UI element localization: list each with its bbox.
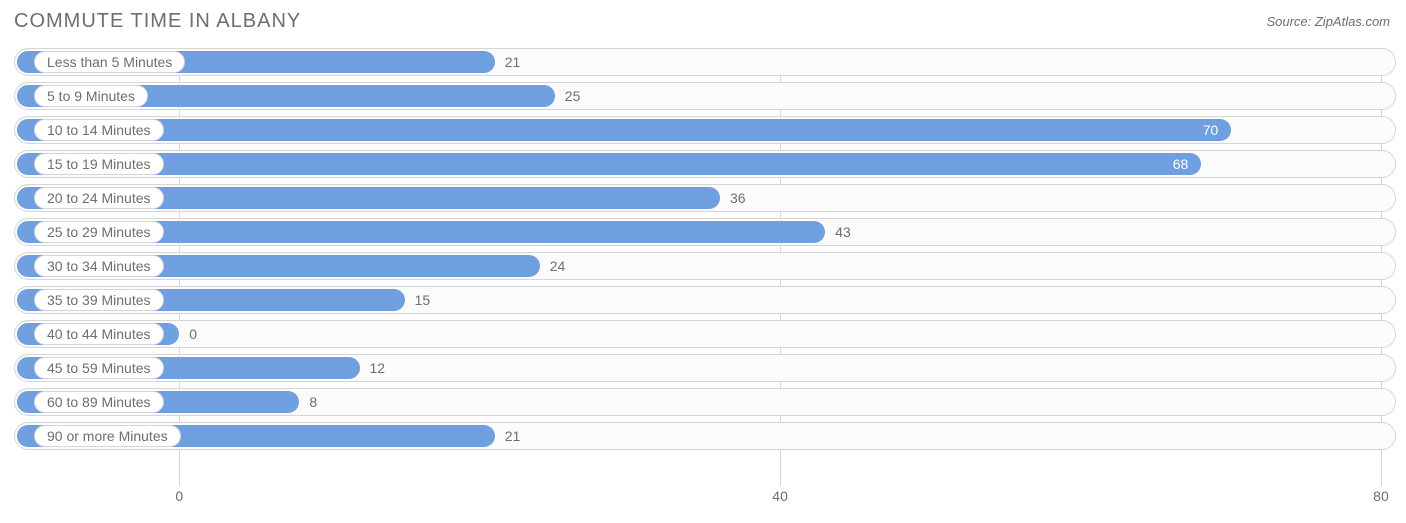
- value-label: 70: [1203, 116, 1219, 144]
- bar-row: 10 to 14 Minutes 70: [14, 116, 1396, 144]
- value-label: 21: [505, 48, 521, 76]
- bar-row: 90 or more Minutes 21: [14, 422, 1396, 450]
- chart-source: Source: ZipAtlas.com: [1266, 10, 1396, 29]
- x-tick-label: 40: [772, 488, 788, 504]
- bar-row: 35 to 39 Minutes 15: [14, 286, 1396, 314]
- category-label: 45 to 59 Minutes: [34, 357, 164, 379]
- category-label: 90 or more Minutes: [34, 425, 181, 447]
- bar-row: Less than 5 Minutes 21: [14, 48, 1396, 76]
- bar: [17, 119, 1231, 141]
- category-label: 40 to 44 Minutes: [34, 323, 164, 345]
- category-label: 25 to 29 Minutes: [34, 221, 164, 243]
- commute-time-chart: COMMUTE TIME IN ALBANY Source: ZipAtlas.…: [0, 0, 1406, 523]
- bar-track: [14, 320, 1396, 348]
- x-axis: 0 40 80: [14, 488, 1396, 512]
- category-label: 15 to 19 Minutes: [34, 153, 164, 175]
- category-label: 30 to 34 Minutes: [34, 255, 164, 277]
- bar: [17, 153, 1201, 175]
- bar-row: 5 to 9 Minutes 25: [14, 82, 1396, 110]
- category-label: 10 to 14 Minutes: [34, 119, 164, 141]
- value-label: 0: [189, 320, 197, 348]
- category-label: 60 to 89 Minutes: [34, 391, 164, 413]
- value-label: 68: [1173, 150, 1189, 178]
- bar-row: 40 to 44 Minutes 0: [14, 320, 1396, 348]
- category-label: 20 to 24 Minutes: [34, 187, 164, 209]
- bar-row: 25 to 29 Minutes 43: [14, 218, 1396, 246]
- bar-row: 20 to 24 Minutes 36: [14, 184, 1396, 212]
- value-label: 36: [730, 184, 746, 212]
- value-label: 24: [550, 252, 566, 280]
- bar-row: 60 to 89 Minutes 8: [14, 388, 1396, 416]
- value-label: 12: [370, 354, 386, 382]
- value-label: 25: [565, 82, 581, 110]
- bar-row: 45 to 59 Minutes 12: [14, 354, 1396, 382]
- chart-plot-area: Less than 5 Minutes 21 5 to 9 Minutes 25 10 …: [14, 48, 1396, 486]
- category-label: 5 to 9 Minutes: [34, 85, 148, 107]
- x-tick-label: 80: [1373, 488, 1389, 504]
- bar-row: 30 to 34 Minutes 24: [14, 252, 1396, 280]
- category-label: 35 to 39 Minutes: [34, 289, 164, 311]
- category-label: Less than 5 Minutes: [34, 51, 185, 73]
- chart-title: COMMUTE TIME IN ALBANY: [14, 10, 301, 33]
- value-label: 43: [835, 218, 851, 246]
- value-label: 21: [505, 422, 521, 450]
- chart-header: COMMUTE TIME IN ALBANY Source: ZipAtlas.…: [14, 10, 1396, 42]
- x-tick-label: 0: [175, 488, 183, 504]
- value-label: 15: [415, 286, 431, 314]
- bar-row: 15 to 19 Minutes 68: [14, 150, 1396, 178]
- value-label: 8: [309, 388, 317, 416]
